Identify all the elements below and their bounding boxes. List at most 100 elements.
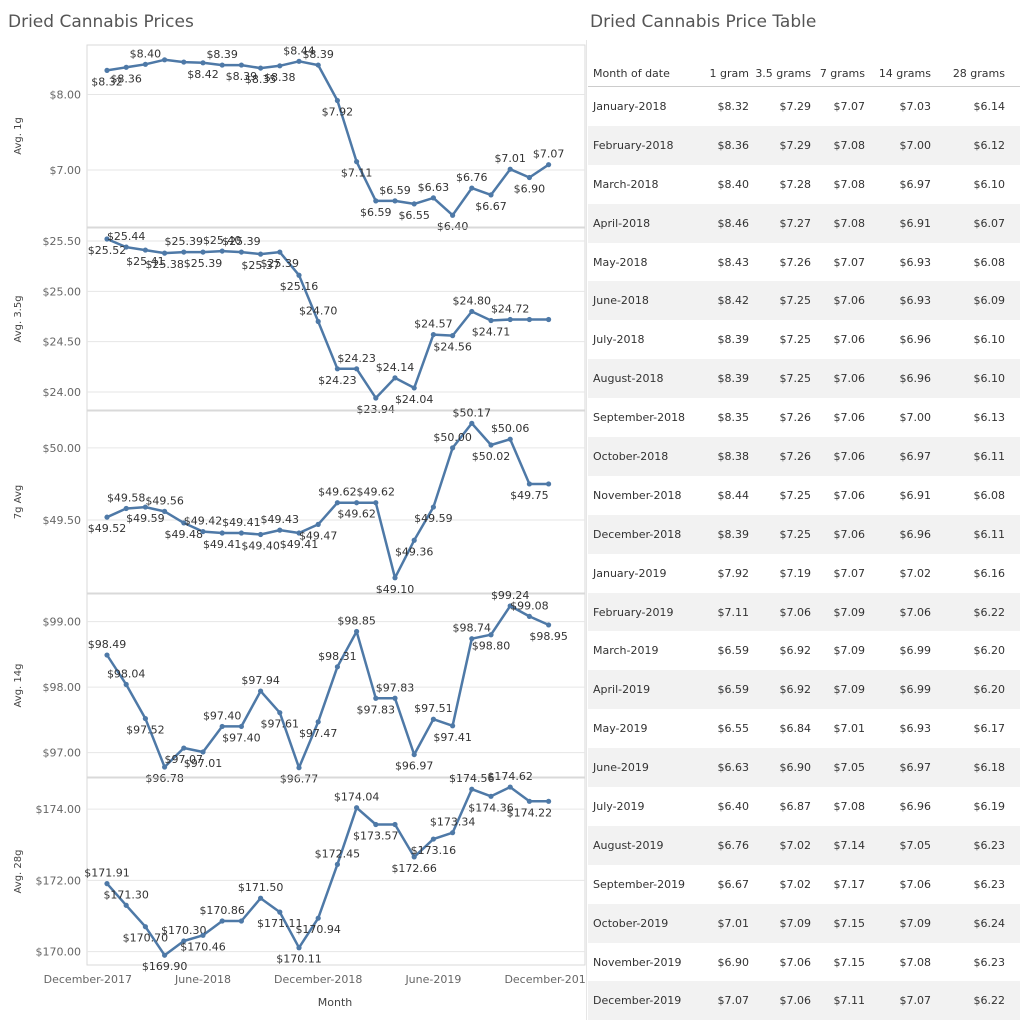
- data-point[interactable]: [334, 366, 340, 372]
- data-point[interactable]: [123, 902, 129, 908]
- header-3-5g[interactable]: 3.5 grams: [755, 66, 811, 80]
- data-point[interactable]: [488, 632, 494, 638]
- header-month[interactable]: Month of date: [593, 66, 670, 80]
- data-point[interactable]: [430, 195, 436, 201]
- data-point[interactable]: [334, 97, 340, 104]
- data-point[interactable]: [334, 664, 340, 670]
- data-point[interactable]: [315, 62, 321, 68]
- data-point[interactable]: [277, 63, 283, 69]
- data-point[interactable]: [277, 249, 283, 255]
- data-point[interactable]: [296, 765, 302, 771]
- data-point[interactable]: [162, 57, 168, 63]
- data-point[interactable]: [200, 749, 206, 755]
- data-point[interactable]: [430, 716, 436, 722]
- data-point[interactable]: [354, 366, 360, 372]
- data-point[interactable]: [277, 710, 283, 716]
- data-point[interactable]: [373, 695, 379, 701]
- data-point[interactable]: [162, 250, 168, 256]
- data-point[interactable]: [104, 514, 110, 520]
- data-point[interactable]: [373, 821, 379, 828]
- data-point[interactable]: [219, 62, 225, 68]
- data-point[interactable]: [162, 952, 168, 958]
- data-point[interactable]: [123, 681, 129, 688]
- header-1g[interactable]: 1 gram: [709, 66, 749, 80]
- data-point[interactable]: [450, 212, 456, 218]
- data-point[interactable]: [258, 531, 264, 538]
- data-point[interactable]: [507, 166, 513, 172]
- data-point[interactable]: [315, 719, 321, 725]
- data-point[interactable]: [296, 530, 302, 536]
- data-point[interactable]: [430, 504, 436, 510]
- data-point[interactable]: [219, 248, 225, 254]
- data-point[interactable]: [411, 537, 417, 543]
- data-point[interactable]: [430, 331, 436, 338]
- data-point[interactable]: [392, 695, 398, 701]
- data-point[interactable]: [411, 751, 417, 758]
- data-point[interactable]: [488, 317, 494, 324]
- data-point[interactable]: [488, 442, 494, 448]
- data-point[interactable]: [181, 745, 187, 751]
- data-point[interactable]: [450, 723, 456, 729]
- data-point[interactable]: [507, 603, 513, 609]
- data-point[interactable]: [334, 500, 340, 506]
- data-point[interactable]: [296, 58, 302, 64]
- header-14g[interactable]: 14 grams: [878, 66, 931, 80]
- data-point[interactable]: [104, 881, 110, 887]
- data-point[interactable]: [507, 784, 513, 790]
- data-point[interactable]: [238, 918, 244, 924]
- data-point[interactable]: [373, 500, 379, 506]
- data-point[interactable]: [258, 895, 264, 901]
- data-point[interactable]: [104, 67, 110, 73]
- data-point[interactable]: [411, 385, 417, 391]
- data-point[interactable]: [546, 316, 552, 323]
- data-point[interactable]: [430, 836, 436, 842]
- data-point[interactable]: [354, 628, 360, 635]
- data-point[interactable]: [450, 445, 456, 451]
- data-point[interactable]: [546, 622, 552, 628]
- data-point[interactable]: [526, 613, 533, 620]
- data-point[interactable]: [219, 723, 225, 730]
- data-point[interactable]: [411, 854, 417, 860]
- data-point[interactable]: [142, 924, 148, 930]
- data-point[interactable]: [546, 481, 552, 487]
- data-point[interactable]: [526, 481, 533, 487]
- data-point[interactable]: [296, 272, 302, 278]
- data-point[interactable]: [258, 65, 264, 71]
- data-point[interactable]: [411, 201, 417, 207]
- data-point[interactable]: [238, 62, 244, 68]
- data-point[interactable]: [373, 395, 379, 401]
- data-point[interactable]: [123, 64, 129, 70]
- data-point[interactable]: [392, 821, 398, 828]
- data-point[interactable]: [392, 375, 398, 381]
- data-point[interactable]: [162, 508, 168, 514]
- header-28g[interactable]: 28 grams: [952, 66, 1005, 80]
- data-point[interactable]: [354, 159, 360, 165]
- data-point[interactable]: [238, 723, 244, 730]
- data-point[interactable]: [181, 249, 187, 255]
- data-point[interactable]: [162, 764, 168, 770]
- data-point[interactable]: [123, 505, 129, 512]
- data-point[interactable]: [104, 652, 110, 658]
- data-point[interactable]: [450, 830, 456, 836]
- data-point[interactable]: [469, 308, 475, 315]
- data-point[interactable]: [469, 420, 475, 426]
- data-point[interactable]: [315, 521, 321, 527]
- data-point[interactable]: [450, 333, 456, 339]
- data-point[interactable]: [469, 636, 475, 642]
- data-point[interactable]: [373, 198, 379, 204]
- data-point[interactable]: [507, 436, 513, 442]
- data-point[interactable]: [181, 59, 187, 65]
- data-point[interactable]: [488, 793, 494, 799]
- data-point[interactable]: [488, 192, 494, 198]
- data-point[interactable]: [392, 575, 398, 581]
- data-point[interactable]: [181, 938, 187, 944]
- data-point[interactable]: [296, 945, 302, 951]
- data-point[interactable]: [219, 918, 225, 924]
- data-point[interactable]: [526, 798, 533, 804]
- data-point[interactable]: [200, 60, 206, 66]
- data-point[interactable]: [200, 932, 206, 938]
- data-point[interactable]: [258, 251, 264, 257]
- data-point[interactable]: [238, 530, 244, 536]
- data-point[interactable]: [142, 247, 148, 253]
- data-point[interactable]: [315, 915, 321, 921]
